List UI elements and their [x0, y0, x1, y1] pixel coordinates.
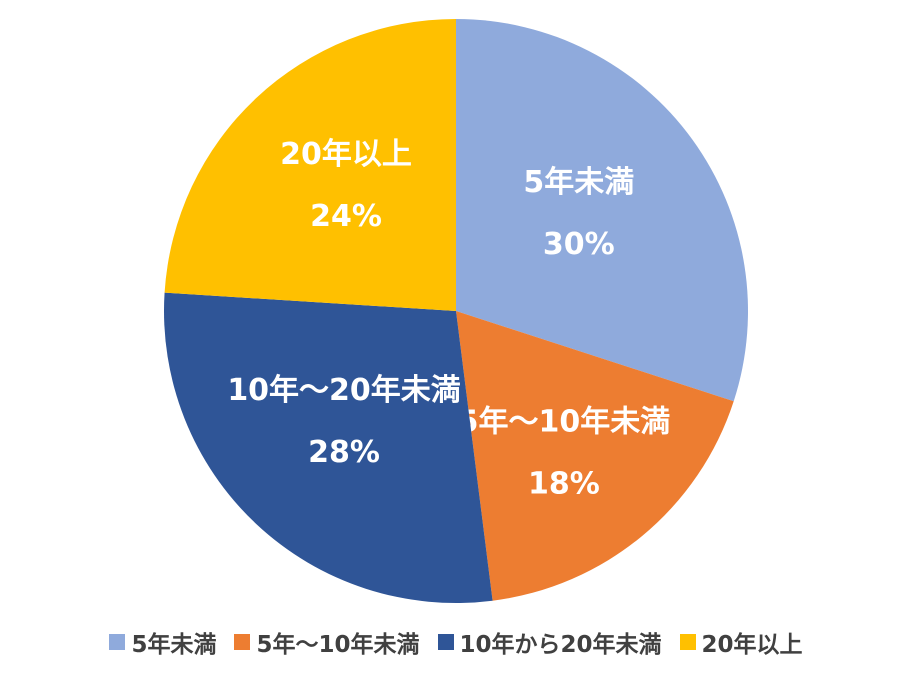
legend-label: 5年～10年未満 — [256, 632, 420, 658]
legend: 5年未満 5年～10年未満 10年から20年未満 20年以上 — [0, 622, 912, 662]
pie-plot: 5年未満 30% 5年～10年未満 18% 10年～20年未満 28% 20年以上 24% — [163, 19, 748, 603]
slice-category-label: 5年未満 — [523, 165, 634, 200]
pie-slice — [456, 311, 734, 601]
legend-swatch — [679, 634, 696, 650]
legend-swatch — [437, 634, 454, 650]
slice-category-label: 5年～10年未満 — [458, 404, 671, 439]
legend-swatch — [234, 634, 251, 650]
legend-item: 20年以上 — [679, 625, 803, 659]
legend-item: 5年～10年未満 — [234, 625, 420, 659]
slice-percent-label: 24% — [310, 199, 382, 234]
slice-category-label: 20年以上 — [280, 137, 412, 172]
pie-slice — [456, 19, 748, 402]
legend-swatch — [109, 634, 126, 650]
slice-category-label: 10年～20年未満 — [227, 373, 461, 408]
slice-percent-label: 28% — [308, 435, 380, 470]
pie-slice — [163, 292, 493, 603]
slice-percent-label: 18% — [528, 466, 600, 501]
pie-slice — [164, 19, 456, 311]
legend-label: 5年未満 — [131, 632, 217, 658]
legend-item: 5年未満 — [109, 625, 216, 659]
legend-label: 20年以上 — [701, 632, 803, 658]
legend-item: 10年から20年未満 — [437, 625, 662, 659]
slice-percent-label: 30% — [543, 227, 615, 262]
legend-label: 10年から20年未満 — [459, 632, 662, 658]
